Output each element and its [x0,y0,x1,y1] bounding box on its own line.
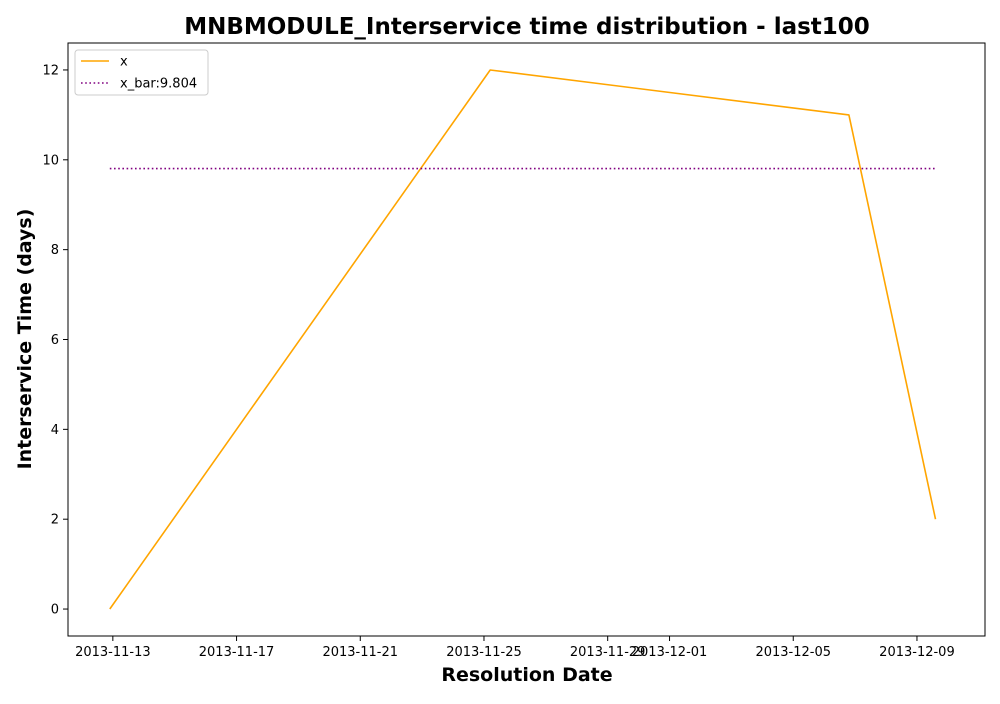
x-tick-label: 2013-11-21 [322,645,398,660]
plot-area [68,43,985,636]
y-axis-label: Interservice Time (days) [14,209,36,470]
x-tick-label: 2013-11-25 [446,645,522,660]
x-axis-label: Resolution Date [441,664,612,686]
chart-title: MNBMODULE_Interservice time distribution… [184,14,870,40]
y-tick-label: 8 [51,243,59,258]
plot-frame [68,43,985,636]
x-tick-label: 2013-12-05 [755,645,831,660]
y-tick-label: 0 [51,603,59,618]
x-tick-label: 2013-12-09 [879,645,955,660]
y-tick-label: 6 [51,333,59,348]
y-tick-label: 2 [51,513,59,528]
x-tick-label: 2013-12-01 [632,645,708,660]
legend-label: x [120,55,128,70]
y-tick-label: 12 [42,63,59,78]
legend: x x_bar:9.804 [75,50,208,95]
x-tick-label: 2013-11-17 [199,645,275,660]
x-tick-label: 2013-11-13 [75,645,151,660]
y-tick-label: 4 [51,423,59,438]
legend-label: x_bar:9.804 [120,77,197,92]
y-tick-label: 10 [42,153,59,168]
